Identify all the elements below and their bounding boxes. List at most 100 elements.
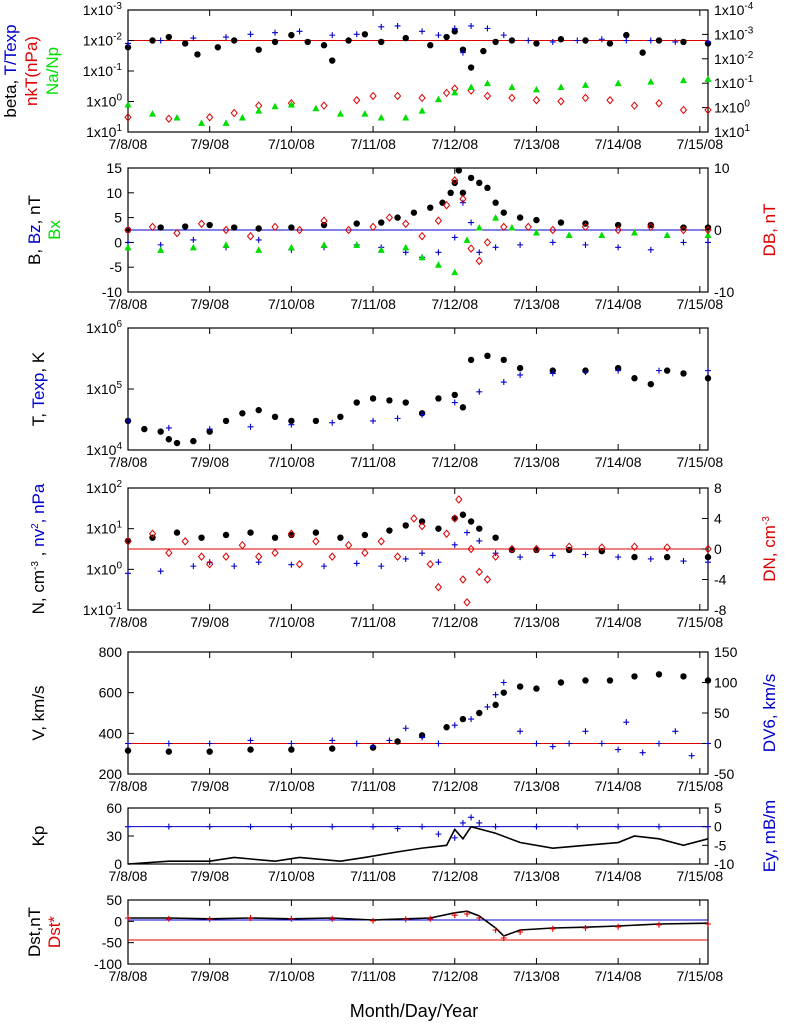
series-beta xyxy=(124,28,712,71)
data-point xyxy=(443,33,450,41)
data-point xyxy=(222,552,230,561)
data-point xyxy=(623,37,630,44)
data-point xyxy=(206,823,213,830)
data-point xyxy=(255,225,262,232)
data-point xyxy=(255,107,263,114)
y-tick-label-left: -50 xyxy=(102,935,122,951)
data-point xyxy=(447,189,454,196)
data-point xyxy=(639,749,646,756)
data-point xyxy=(230,37,238,44)
data-point xyxy=(532,228,540,236)
data-point xyxy=(435,831,442,838)
y-axis-label: N, cm-3 , nv2, nPa xyxy=(29,483,48,614)
data-point xyxy=(549,225,557,235)
data-point xyxy=(198,119,206,126)
data-point xyxy=(476,179,483,187)
data-point xyxy=(435,559,442,566)
data-point xyxy=(582,677,589,684)
series-DB xyxy=(124,176,712,266)
data-point xyxy=(141,425,148,433)
data-point xyxy=(647,222,655,232)
data-point xyxy=(492,38,499,46)
data-point xyxy=(247,423,254,430)
y-tick-label-left: 1x10-3 xyxy=(83,1,123,18)
data-point xyxy=(418,518,426,525)
y-tick-label-right: -5 xyxy=(714,837,727,853)
x-tick-label: 7/15/08 xyxy=(676,614,723,630)
data-point xyxy=(337,534,344,541)
data-point xyxy=(173,439,181,447)
data-point xyxy=(222,417,230,425)
data-point xyxy=(705,367,711,374)
x-tick-label: 7/11/08 xyxy=(350,868,396,884)
data-point xyxy=(459,511,467,518)
data-point xyxy=(124,225,132,235)
y-tick-label-left: 1x101 xyxy=(86,123,122,140)
data-point xyxy=(173,529,181,536)
y-tick-label-left: 1x102 xyxy=(86,479,122,496)
data-point xyxy=(329,823,336,830)
x-tick-label: 7/12/08 xyxy=(431,778,478,794)
data-point xyxy=(181,223,189,230)
data-point xyxy=(672,38,679,45)
data-point xyxy=(500,222,508,232)
data-point xyxy=(451,234,458,241)
data-point xyxy=(247,746,254,753)
y-axis-label: Kp xyxy=(29,826,48,847)
data-point xyxy=(124,100,132,108)
data-point xyxy=(426,559,434,569)
plot-frame xyxy=(127,327,709,451)
data-point xyxy=(655,823,662,830)
data-point xyxy=(214,44,222,51)
data-point xyxy=(451,722,458,729)
data-point xyxy=(582,551,589,558)
data-point xyxy=(124,113,132,122)
data-point xyxy=(418,93,426,103)
data-point xyxy=(247,31,254,38)
data-point xyxy=(704,677,712,684)
data-point xyxy=(427,915,434,922)
data-point xyxy=(329,419,336,426)
data-point xyxy=(190,35,197,42)
data-point xyxy=(516,214,524,221)
data-point xyxy=(125,417,131,424)
data-point xyxy=(386,397,393,404)
x-tick-label: 7/14/08 xyxy=(595,968,642,984)
data-point xyxy=(239,410,246,417)
data-point xyxy=(353,241,361,248)
data-point xyxy=(190,437,197,445)
series-nv2 xyxy=(125,529,711,577)
data-point xyxy=(378,38,385,46)
data-point xyxy=(467,83,475,90)
data-point xyxy=(329,57,336,64)
data-point xyxy=(386,527,393,534)
data-point xyxy=(125,740,131,747)
y-tick-label-right: -8 xyxy=(714,602,727,618)
data-point xyxy=(222,119,230,126)
data-point xyxy=(705,239,711,246)
x-tick-label: 7/8/08 xyxy=(109,296,148,312)
data-point xyxy=(647,37,654,44)
y-tick-label-left: 600 xyxy=(99,685,123,701)
data-point xyxy=(165,424,172,431)
y-axis-label-2: nkT(nPa) xyxy=(22,36,41,106)
data-point xyxy=(353,95,361,105)
data-point xyxy=(173,113,181,121)
y-tick-label-right: -10 xyxy=(714,284,734,300)
plot-frame xyxy=(127,899,709,965)
data-point xyxy=(246,231,255,241)
y-axis-label: B, Bz, nT xyxy=(25,195,44,265)
data-point xyxy=(402,725,409,732)
data-point xyxy=(165,114,173,123)
data-point xyxy=(492,244,499,251)
y-tick-label-right: 1x10-4 xyxy=(714,1,754,18)
data-point xyxy=(361,548,369,558)
data-point xyxy=(377,537,385,546)
data-point xyxy=(165,548,173,558)
series-B xyxy=(124,167,712,234)
data-point xyxy=(614,225,622,235)
x-tick-label: 7/9/08 xyxy=(190,614,229,630)
data-point xyxy=(484,184,491,192)
data-point xyxy=(655,740,662,747)
data-point xyxy=(427,204,434,211)
